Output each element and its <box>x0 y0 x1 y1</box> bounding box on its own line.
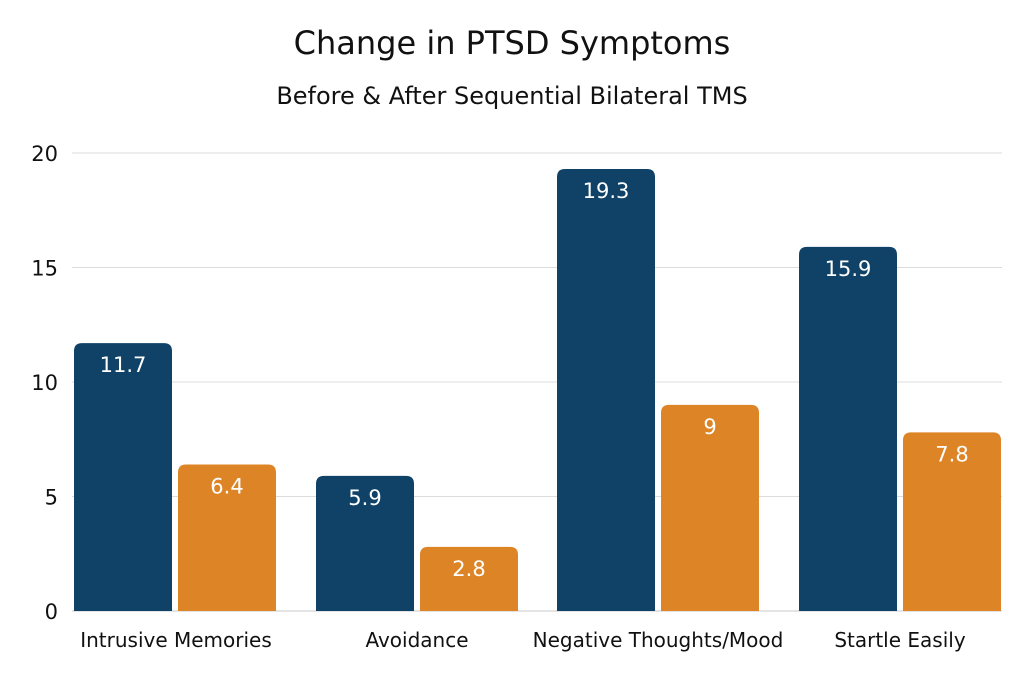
data-label: 7.8 <box>935 442 968 466</box>
bar-before <box>316 475 414 611</box>
y-tick-label: 15 <box>31 257 58 281</box>
data-label: 11.7 <box>100 353 147 377</box>
y-tick-label: 10 <box>31 371 58 395</box>
bar-before <box>557 169 655 611</box>
data-label: 19.3 <box>583 179 630 203</box>
x-tick-label: Startle Easily <box>834 628 966 652</box>
bar-after <box>178 464 276 611</box>
data-label: 9 <box>703 415 716 439</box>
x-tick-label: Intrusive Memories <box>80 628 272 652</box>
chart-title: Change in PTSD Symptoms <box>293 24 731 62</box>
data-label: 2.8 <box>452 557 485 581</box>
bar-before <box>74 343 172 611</box>
chart-subtitle: Before & After Sequential Bilateral TMS <box>276 82 748 110</box>
bar-after <box>420 546 518 611</box>
data-label: 6.4 <box>210 474 243 498</box>
bar-after <box>903 432 1001 611</box>
x-tick-label: Avoidance <box>365 628 468 652</box>
bar-before <box>799 246 897 611</box>
x-tick-label: Negative Thoughts/Mood <box>533 628 784 652</box>
y-tick-label: 20 <box>31 142 58 166</box>
y-tick-label: 0 <box>45 600 58 624</box>
bar-after <box>661 404 759 611</box>
data-label: 15.9 <box>825 257 872 281</box>
data-label: 5.9 <box>348 486 381 510</box>
y-tick-label: 5 <box>45 486 58 510</box>
